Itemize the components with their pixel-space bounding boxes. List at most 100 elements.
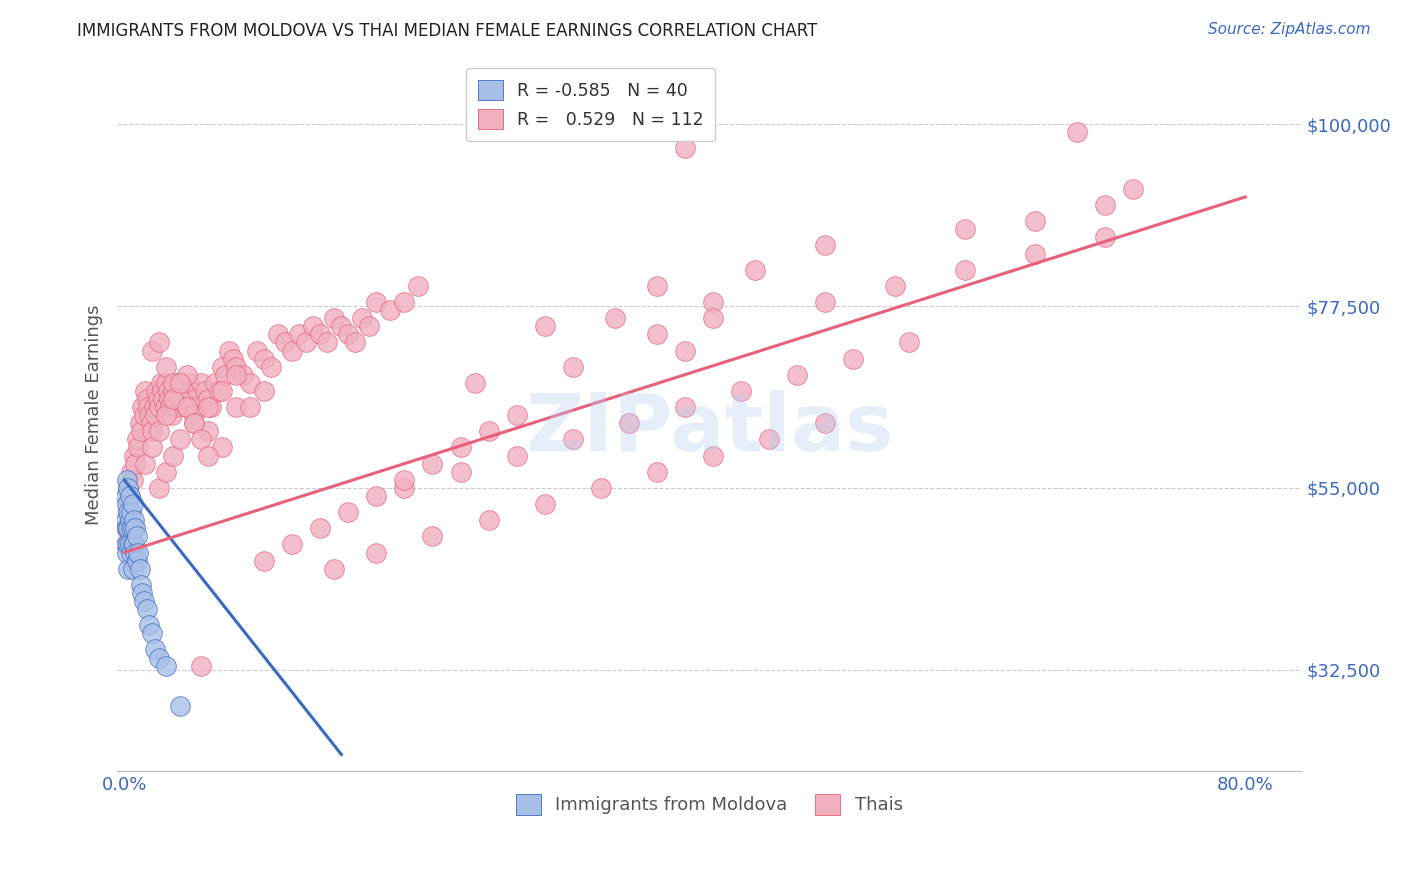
Point: [225, 368, 247, 382]
Point: [121, 521, 143, 535]
Point: [394, 481, 416, 495]
Point: [197, 449, 219, 463]
Point: [138, 618, 160, 632]
Point: [136, 400, 159, 414]
Point: [239, 400, 262, 414]
Point: [162, 384, 184, 398]
Point: [131, 586, 153, 600]
Point: [183, 416, 205, 430]
Point: [120, 505, 142, 519]
Point: [148, 425, 170, 439]
Point: [200, 400, 222, 414]
Point: [134, 457, 156, 471]
Point: [115, 497, 138, 511]
Point: [169, 384, 191, 398]
Point: [814, 238, 837, 252]
Point: [129, 578, 152, 592]
Point: [155, 465, 177, 479]
Point: [316, 335, 339, 350]
Point: [118, 489, 141, 503]
Point: [141, 441, 163, 455]
Point: [117, 505, 139, 519]
Point: [394, 295, 416, 310]
Point: [135, 392, 157, 406]
Point: [121, 537, 143, 551]
Point: [366, 545, 388, 559]
Point: [366, 489, 388, 503]
Point: [253, 351, 276, 366]
Point: [162, 376, 184, 390]
Point: [114, 489, 136, 503]
Point: [124, 545, 146, 559]
Point: [150, 384, 173, 398]
Point: [211, 441, 233, 455]
Point: [260, 359, 283, 374]
Point: [225, 359, 247, 374]
Point: [129, 425, 152, 439]
Point: [394, 473, 416, 487]
Point: [141, 343, 163, 358]
Point: [366, 295, 388, 310]
Point: [253, 553, 276, 567]
Text: IMMIGRANTS FROM MOLDOVA VS THAI MEDIAN FEMALE EARNINGS CORRELATION CHART: IMMIGRANTS FROM MOLDOVA VS THAI MEDIAN F…: [77, 22, 818, 40]
Point: [617, 416, 640, 430]
Point: [160, 408, 183, 422]
Point: [162, 449, 184, 463]
Point: [214, 368, 236, 382]
Point: [139, 416, 162, 430]
Point: [1094, 230, 1116, 244]
Point: [120, 545, 142, 559]
Point: [115, 537, 138, 551]
Point: [180, 384, 202, 398]
Point: [148, 400, 170, 414]
Point: [450, 465, 472, 479]
Point: [218, 343, 240, 358]
Point: [463, 376, 485, 390]
Point: [155, 658, 177, 673]
Point: [477, 425, 499, 439]
Point: [117, 521, 139, 535]
Point: [174, 400, 197, 414]
Point: [143, 408, 166, 422]
Point: [117, 505, 139, 519]
Point: [148, 650, 170, 665]
Point: [533, 497, 555, 511]
Point: [645, 327, 668, 342]
Point: [897, 335, 920, 350]
Point: [128, 416, 150, 430]
Point: [337, 505, 360, 519]
Point: [122, 449, 145, 463]
Point: [408, 278, 430, 293]
Point: [208, 384, 231, 398]
Point: [117, 481, 139, 495]
Point: [232, 368, 254, 382]
Point: [222, 351, 245, 366]
Point: [450, 441, 472, 455]
Point: [477, 513, 499, 527]
Point: [122, 513, 145, 527]
Point: [194, 384, 217, 398]
Point: [295, 335, 318, 350]
Point: [589, 481, 612, 495]
Point: [422, 457, 444, 471]
Point: [122, 537, 145, 551]
Point: [330, 319, 353, 334]
Point: [204, 376, 226, 390]
Point: [148, 481, 170, 495]
Point: [125, 433, 148, 447]
Point: [267, 327, 290, 342]
Point: [246, 343, 269, 358]
Point: [157, 392, 180, 406]
Point: [814, 295, 837, 310]
Point: [842, 351, 865, 366]
Point: [323, 562, 346, 576]
Point: [645, 465, 668, 479]
Point: [169, 433, 191, 447]
Point: [169, 376, 191, 390]
Point: [143, 642, 166, 657]
Point: [145, 384, 167, 398]
Point: [533, 319, 555, 334]
Point: [155, 408, 177, 422]
Point: [118, 513, 141, 527]
Point: [177, 376, 200, 390]
